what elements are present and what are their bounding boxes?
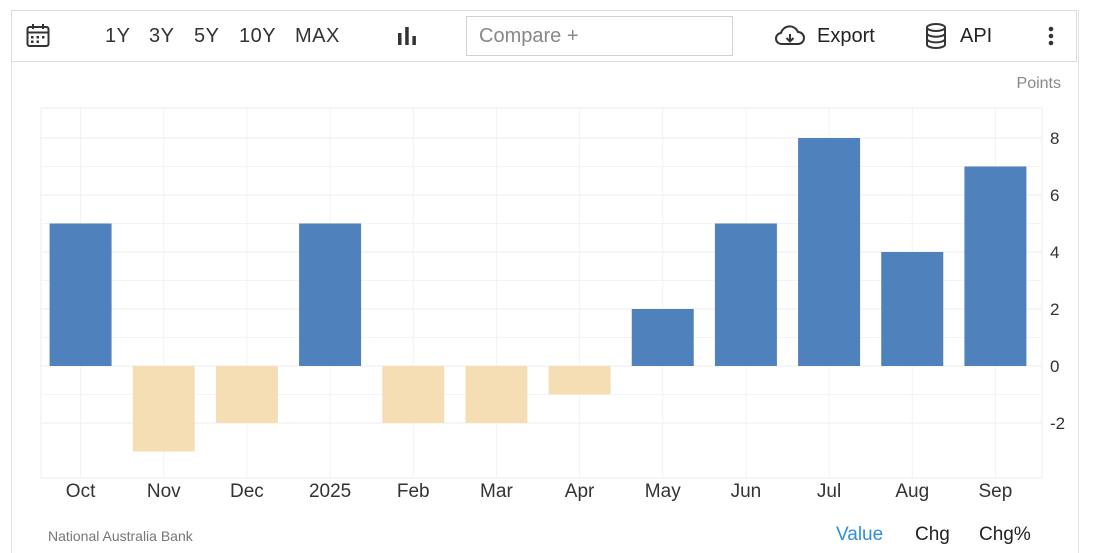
range-10y-button[interactable]: 10Y xyxy=(239,24,277,47)
source-label: National Australia Bank xyxy=(48,528,193,544)
cloud-download-icon xyxy=(775,25,805,45)
compare-input[interactable]: Compare + xyxy=(466,16,733,56)
range-max-button[interactable]: MAX xyxy=(295,24,340,47)
api-button[interactable]: API xyxy=(925,11,992,61)
tab-value[interactable]: Value xyxy=(836,524,884,545)
more-vertical-icon[interactable] xyxy=(1048,11,1054,61)
range-3y-button[interactable]: 3Y xyxy=(149,24,175,47)
database-icon xyxy=(926,23,946,49)
chart-frame xyxy=(11,10,1079,553)
tab-chg[interactable]: Chg xyxy=(915,524,950,545)
export-label: Export xyxy=(817,24,875,47)
units-label: Points xyxy=(1016,75,1061,92)
export-button[interactable]: Export xyxy=(774,11,875,61)
range-5y-button[interactable]: 5Y xyxy=(194,24,220,47)
api-label: API xyxy=(960,24,993,47)
range-1y-button[interactable]: 1Y xyxy=(105,24,131,47)
bar-chart-icon[interactable] xyxy=(397,11,417,61)
tab-chg-percent[interactable]: Chg% xyxy=(979,524,1031,545)
calendar-icon[interactable] xyxy=(26,11,50,61)
chart-toolbar: 1Y 3Y 5Y 10Y MAX Compare + Export API xyxy=(11,10,1077,62)
